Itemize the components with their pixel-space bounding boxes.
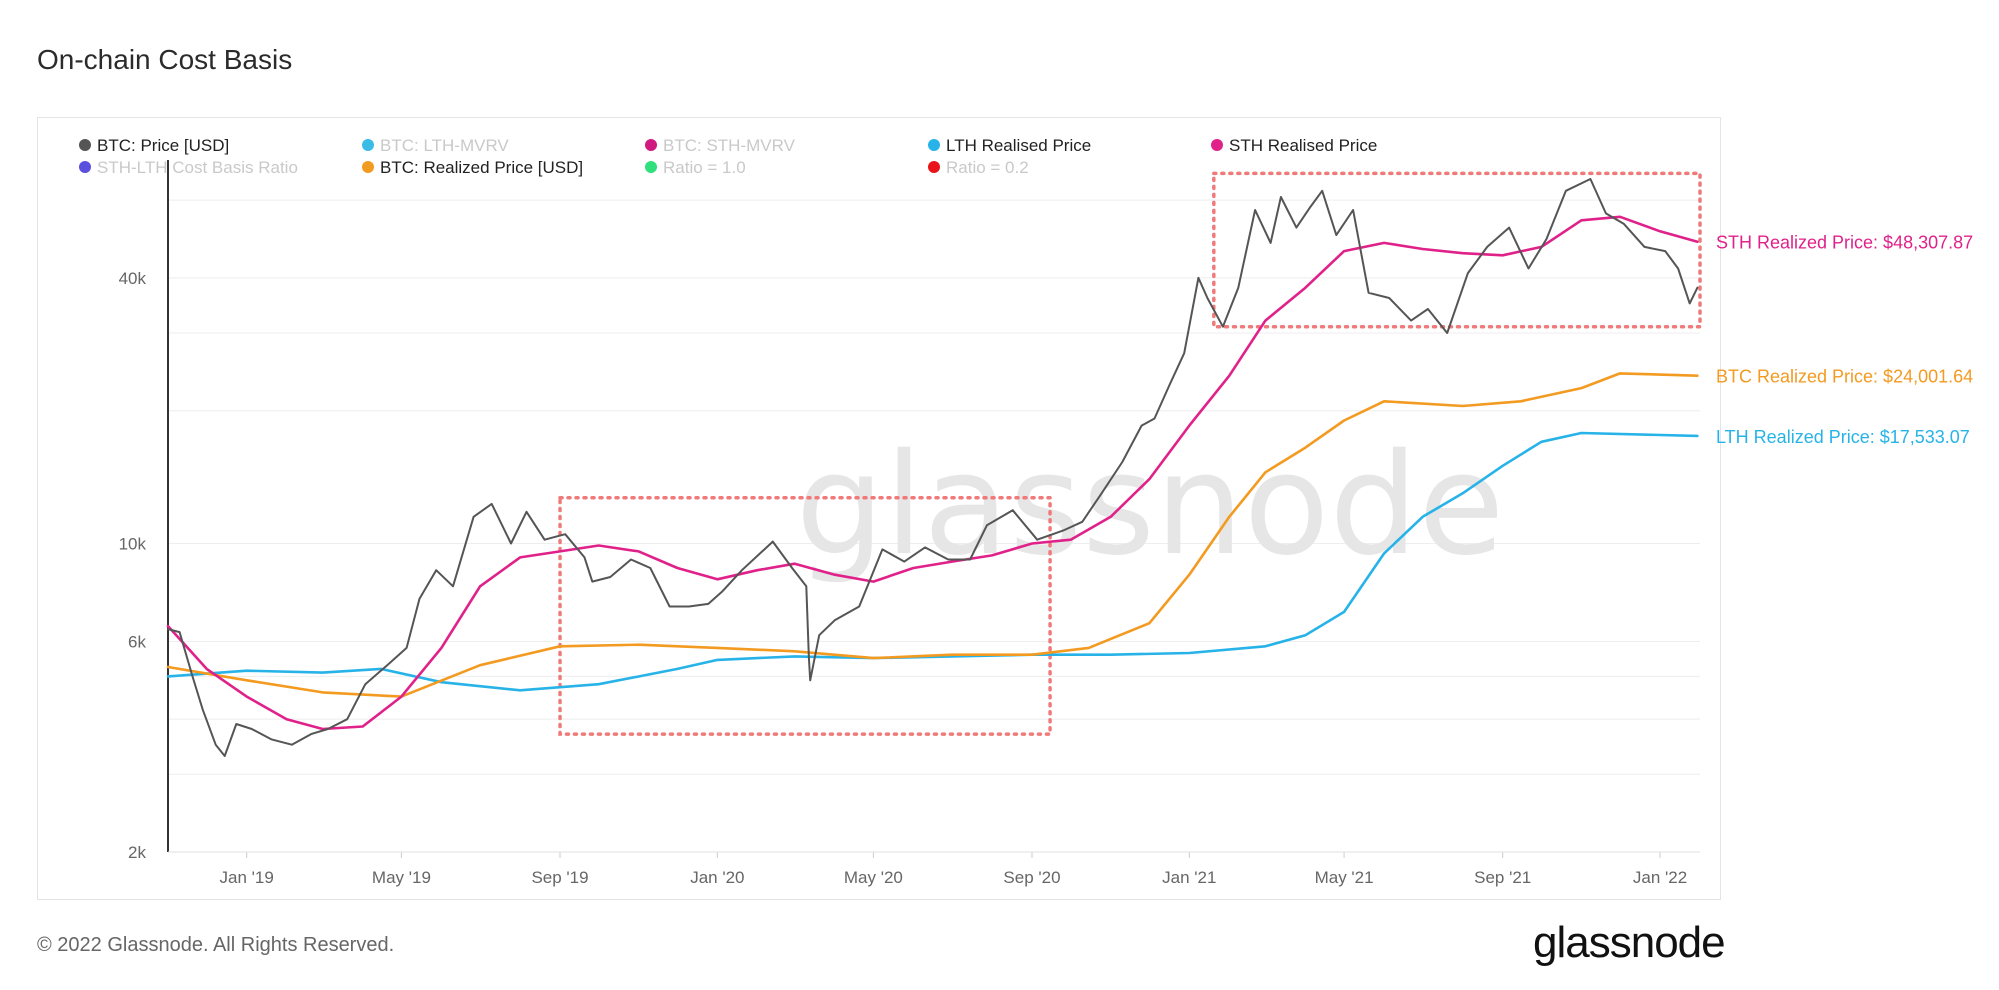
legend-marker bbox=[1211, 139, 1223, 151]
annotation-label: LTH Realized Price: $17,533.07 bbox=[1716, 427, 1970, 447]
x-tick-label: May '19 bbox=[372, 868, 431, 887]
brand-logo: glassnode bbox=[1533, 918, 1726, 967]
legend-label: STH-LTH Cost Basis Ratio bbox=[97, 158, 298, 177]
y-tick-label: 10k bbox=[119, 535, 147, 554]
copyright-footer: © 2022 Glassnode. All Rights Reserved. bbox=[37, 934, 395, 956]
legend-label: BTC: Realized Price [USD] bbox=[380, 158, 583, 177]
legend-marker bbox=[928, 139, 940, 151]
watermark: glassnode bbox=[796, 424, 1505, 587]
legend-marker bbox=[79, 161, 91, 173]
x-tick-label: Jan '22 bbox=[1633, 868, 1687, 887]
legend-label: BTC: STH-MVRV bbox=[663, 136, 796, 155]
y-axis: 2k 6k 10k 40k bbox=[119, 160, 169, 862]
highlight-box bbox=[558, 495, 1052, 736]
series-line bbox=[166, 372, 1699, 698]
series-line bbox=[167, 178, 1699, 757]
x-tick-label: Sep '19 bbox=[531, 868, 588, 887]
legend-marker bbox=[362, 161, 374, 173]
x-tick-label: Jan '21 bbox=[1162, 868, 1216, 887]
chart-frame bbox=[37, 117, 1721, 900]
legend-marker bbox=[79, 139, 91, 151]
x-tick-label: May '21 bbox=[1315, 868, 1374, 887]
x-tick-label: Sep '20 bbox=[1003, 868, 1060, 887]
annotation-label: STH Realized Price: $48,307.87 bbox=[1716, 233, 1973, 253]
legend-marker bbox=[645, 161, 657, 173]
highlight-box bbox=[1212, 171, 1702, 329]
y-tick-label: 6k bbox=[128, 632, 146, 651]
legend-label: Ratio = 0.2 bbox=[946, 158, 1029, 177]
annotations: STH Realized Price: $48,307.87 BTC Realiz… bbox=[1716, 233, 1973, 447]
x-axis: Jan '19 May '19 Sep '19 Jan '20 May '20 Sep '… bbox=[168, 851, 1700, 887]
annotation-label: BTC Realized Price: $24,001.64 bbox=[1716, 367, 1973, 387]
page-title: On-chain Cost Basis bbox=[37, 44, 293, 75]
x-tick-label: Sep '21 bbox=[1474, 868, 1531, 887]
legend-label: Ratio = 1.0 bbox=[663, 158, 746, 177]
legend-label: STH Realised Price bbox=[1229, 136, 1377, 155]
x-tick-label: Jan '19 bbox=[220, 868, 274, 887]
series-lines bbox=[166, 178, 1699, 757]
legend-marker bbox=[645, 139, 657, 151]
legend-marker bbox=[362, 139, 374, 151]
y-tick-label: 40k bbox=[119, 269, 147, 288]
x-tick-label: May '20 bbox=[844, 868, 903, 887]
series-line bbox=[166, 215, 1699, 731]
y-tick-label: 2k bbox=[128, 843, 146, 862]
legend-marker bbox=[928, 161, 940, 173]
legend-label: LTH Realised Price bbox=[946, 136, 1091, 155]
legend-label: BTC: LTH-MVRV bbox=[380, 136, 509, 155]
legend: BTC: Price [USD] BTC: LTH-MVRV BTC: STH-MV… bbox=[79, 136, 1377, 177]
x-tick-label: Jan '20 bbox=[690, 868, 744, 887]
legend-label: BTC: Price [USD] bbox=[97, 136, 229, 155]
highlight-boxes bbox=[558, 171, 1702, 736]
